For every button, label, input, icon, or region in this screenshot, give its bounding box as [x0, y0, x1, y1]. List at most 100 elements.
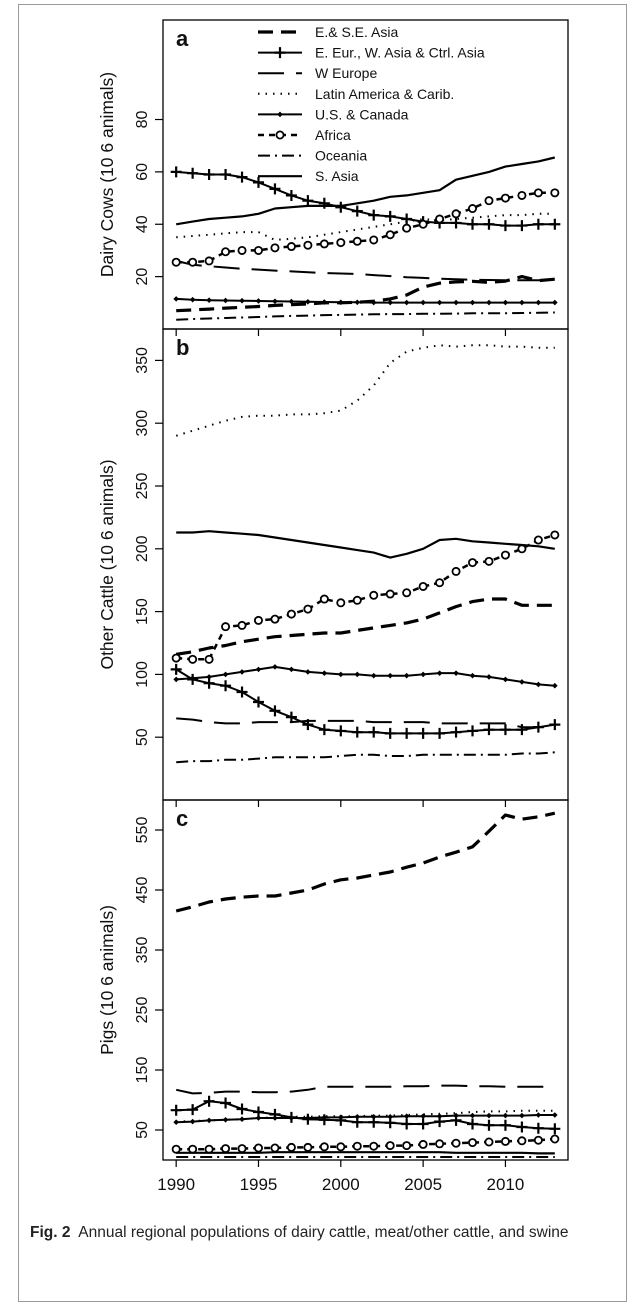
data-point — [436, 299, 443, 306]
x-tick-label: 2010 — [487, 1175, 525, 1194]
data-point — [486, 674, 492, 680]
data-point — [171, 1144, 181, 1154]
series-u-s-canada — [173, 1112, 558, 1125]
data-point — [516, 724, 528, 736]
data-point — [451, 566, 461, 576]
data-point — [203, 169, 215, 180]
data-point — [535, 1112, 542, 1118]
data-point — [385, 589, 395, 599]
data-point — [436, 670, 443, 676]
data-point — [499, 724, 511, 736]
y-axis-label: Dairy Cows (10 6 animals) — [97, 72, 117, 277]
data-point — [336, 598, 346, 608]
series-line-s-asia — [176, 1151, 555, 1155]
data-point — [369, 1141, 379, 1151]
data-point — [188, 654, 198, 664]
data-point — [435, 578, 445, 588]
series-u-s-canada — [173, 664, 558, 689]
data-point — [269, 183, 281, 195]
x-tick-label: 1990 — [157, 1175, 195, 1194]
data-point — [469, 672, 476, 679]
data-point — [286, 609, 296, 619]
series-line-s-asia — [176, 156, 556, 226]
data-point — [188, 257, 198, 267]
data-point — [270, 243, 280, 253]
panel-label: a — [176, 26, 189, 51]
legend: E.& S.E. Asia E. Eur., W. Asia & Ctrl. As… — [258, 24, 485, 184]
data-point — [220, 169, 232, 180]
data-point — [450, 726, 462, 738]
data-point — [401, 1118, 413, 1130]
data-point — [288, 298, 295, 305]
y-tick-label: 40 — [134, 215, 151, 233]
data-point — [338, 1114, 344, 1121]
data-point — [500, 1136, 510, 1146]
data-point — [170, 166, 182, 178]
data-point — [533, 535, 543, 545]
data-point — [270, 614, 280, 624]
data-point — [352, 236, 362, 246]
data-point — [253, 1143, 263, 1153]
data-point — [288, 1115, 295, 1121]
data-point — [516, 1121, 528, 1133]
series-e-eur-w-asia-ctrl-asia — [170, 166, 561, 232]
y-tick-label: 200 — [134, 535, 151, 562]
data-point — [499, 220, 511, 232]
data-point — [453, 1112, 459, 1119]
data-point — [222, 1117, 229, 1123]
data-point — [552, 1112, 558, 1118]
data-point — [418, 219, 428, 229]
data-point — [236, 686, 248, 698]
legend-entry: W Europe — [315, 65, 377, 81]
data-point — [384, 210, 396, 222]
y-tick-label: 300 — [134, 410, 151, 437]
data-point — [483, 218, 495, 230]
series-line-e-s-e-asia — [176, 275, 555, 313]
series-line-w-europe — [176, 717, 555, 729]
data-point — [170, 1104, 182, 1116]
data-point — [352, 595, 362, 605]
legend-entry: S. Asia — [315, 168, 359, 184]
data-point — [272, 1115, 278, 1121]
data-point — [305, 669, 311, 675]
data-point — [484, 1137, 494, 1147]
data-point — [499, 1119, 511, 1131]
data-point — [435, 214, 445, 224]
data-point — [387, 1114, 393, 1120]
legend-entry: Latin America & Carib. — [315, 86, 454, 102]
data-point — [189, 675, 196, 681]
series-line-e-s-e-asia — [175, 597, 555, 656]
series-latin-america-carib — [176, 1109, 555, 1123]
data-point — [338, 299, 344, 306]
data-point — [418, 1139, 428, 1149]
data-point — [453, 670, 459, 676]
y-tick-label: 50 — [134, 728, 151, 746]
data-point — [517, 190, 527, 200]
data-point — [189, 1118, 196, 1125]
data-point — [335, 201, 347, 213]
data-point — [236, 1103, 248, 1115]
data-point — [354, 1114, 361, 1120]
data-point — [272, 664, 278, 670]
data-point — [239, 297, 245, 304]
y-tick-label: 150 — [134, 598, 151, 625]
data-point — [221, 622, 231, 632]
y-tick-label: 50 — [134, 1121, 151, 1139]
legend-marker — [275, 130, 285, 140]
series-w-europe — [175, 1084, 555, 1095]
data-point — [468, 1138, 478, 1148]
data-point — [500, 550, 510, 560]
data-point — [221, 1144, 231, 1154]
data-point — [550, 1134, 560, 1144]
data-point — [420, 299, 426, 306]
data-point — [303, 240, 313, 250]
series-u-s-canada — [173, 296, 558, 306]
data-point — [204, 256, 214, 266]
x-tick-label: 2000 — [322, 1175, 360, 1194]
y-tick-label: 60 — [134, 163, 151, 181]
data-point — [532, 1122, 544, 1134]
data-point — [321, 299, 328, 305]
data-point — [420, 671, 426, 678]
y-tick-label: 250 — [134, 997, 151, 1024]
data-point — [354, 671, 361, 678]
